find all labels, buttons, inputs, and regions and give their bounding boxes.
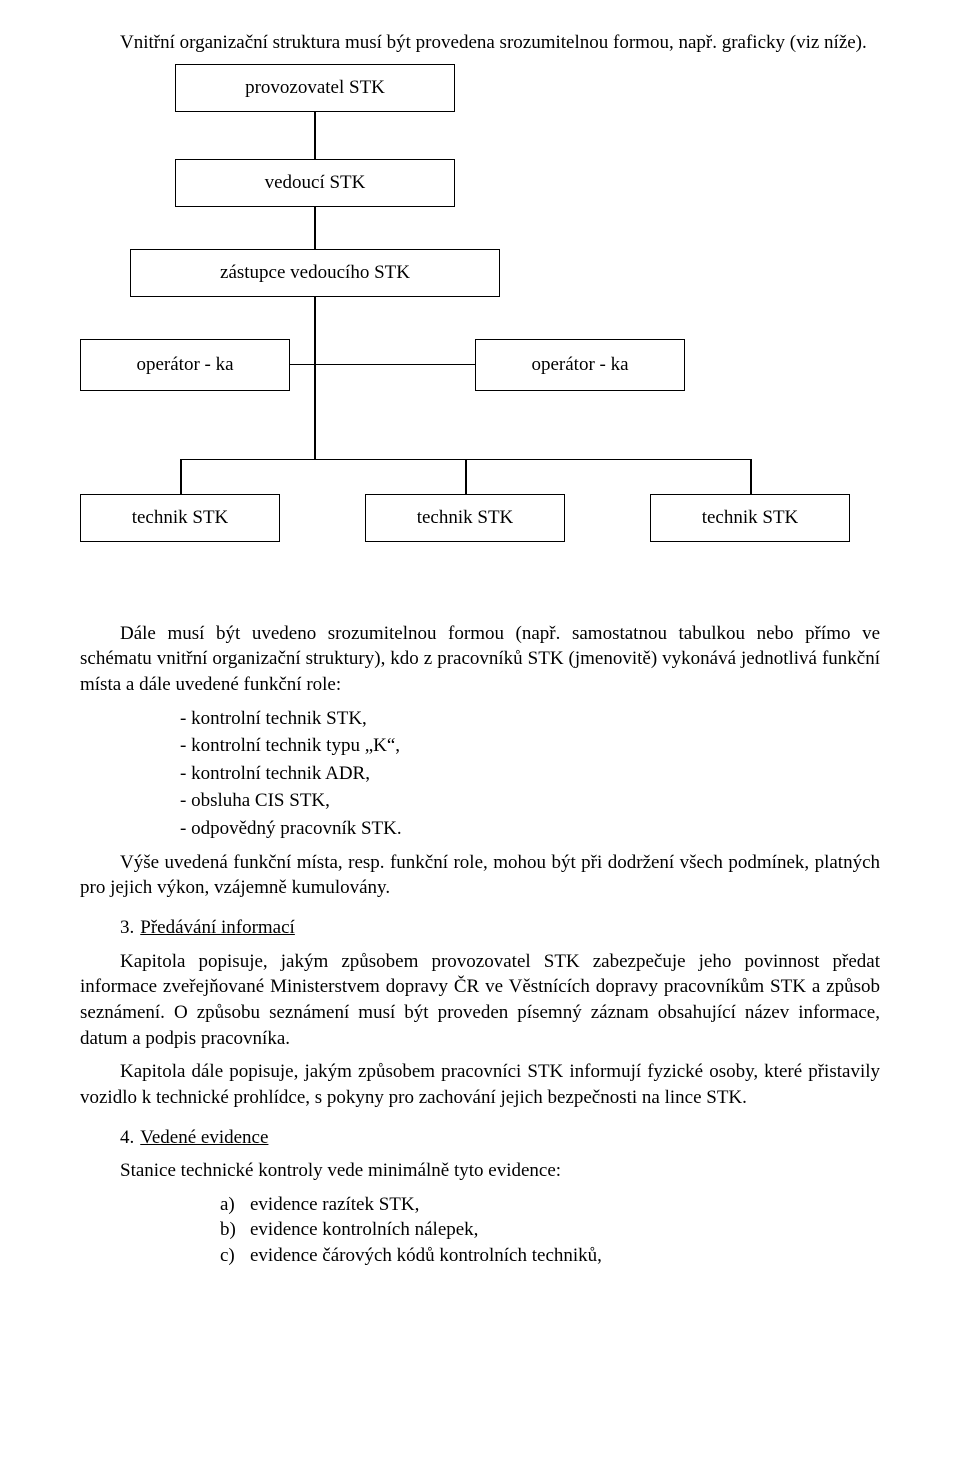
section-3-paragraph-1: Kapitola popisuje, jakým způsobem provoz… <box>80 949 880 1052</box>
section-4-items: a)evidence razítek STK,b)evidence kontro… <box>220 1192 880 1269</box>
org-chart-edge <box>314 297 316 365</box>
list-item-text: evidence kontrolních nálepek, <box>250 1217 478 1243</box>
after-chart-paragraph-2: Výše uvedená funkční místa, resp. funkčn… <box>80 850 880 901</box>
intro-paragraph: Vnitřní organizační struktura musí být p… <box>80 30 880 56</box>
org-chart-edge <box>314 207 316 249</box>
org-chart-node: operátor - ka <box>475 339 685 391</box>
org-chart-edge <box>290 364 475 366</box>
org-chart-edge <box>750 459 752 494</box>
org-chart-edge <box>465 459 467 494</box>
list-item-letter: b) <box>220 1217 250 1243</box>
list-item: kontrolní technik typu „K“, <box>180 733 880 759</box>
org-chart-node: provozovatel STK <box>175 64 455 112</box>
list-item-letter: a) <box>220 1192 250 1218</box>
org-chart-edge <box>314 364 316 459</box>
org-chart-node: vedoucí STK <box>175 159 455 207</box>
list-item-text: evidence razítek STK, <box>250 1192 419 1218</box>
roles-list: kontrolní technik STK,kontrolní technik … <box>180 706 880 842</box>
section-3-text: Předávání informací <box>140 917 295 938</box>
list-item: kontrolní technik STK, <box>180 706 880 732</box>
org-chart-edge <box>180 459 182 494</box>
document-page: Vnitřní organizační struktura musí být p… <box>0 0 960 1337</box>
org-chart-node: zástupce vedoucího STK <box>130 249 500 297</box>
list-item: obsluha CIS STK, <box>180 788 880 814</box>
list-item: kontrolní technik ADR, <box>180 761 880 787</box>
list-item: b)evidence kontrolních nálepek, <box>220 1217 880 1243</box>
section-4-number: 4. <box>120 1127 134 1148</box>
section-4-lead: Stanice technické kontroly vede minimáln… <box>80 1158 880 1184</box>
list-item-letter: c) <box>220 1243 250 1269</box>
list-item: odpovědný pracovník STK. <box>180 816 880 842</box>
section-3-number: 3. <box>120 917 134 938</box>
section-4-text: Vedené evidence <box>140 1127 268 1148</box>
org-chart: provozovatel STK vedoucí STK zástupce vedo… <box>80 64 880 609</box>
section-3-title: 3. Předávání informací <box>80 915 880 941</box>
list-item: c)evidence čárových kódů kontrolních tec… <box>220 1243 880 1269</box>
section-3-paragraph-2: Kapitola dále popisuje, jakým způsobem p… <box>80 1059 880 1110</box>
list-item-text: evidence čárových kódů kontrolních techn… <box>250 1243 602 1269</box>
org-chart-node: technik STK <box>650 494 850 542</box>
after-chart-paragraph-1: Dále musí být uvedeno srozumitelnou form… <box>80 621 880 698</box>
org-chart-node: technik STK <box>365 494 565 542</box>
section-4-title: 4. Vedené evidence <box>80 1125 880 1151</box>
org-chart-node: technik STK <box>80 494 280 542</box>
org-chart-node: operátor - ka <box>80 339 290 391</box>
org-chart-edge <box>314 112 316 159</box>
list-item: a)evidence razítek STK, <box>220 1192 880 1218</box>
